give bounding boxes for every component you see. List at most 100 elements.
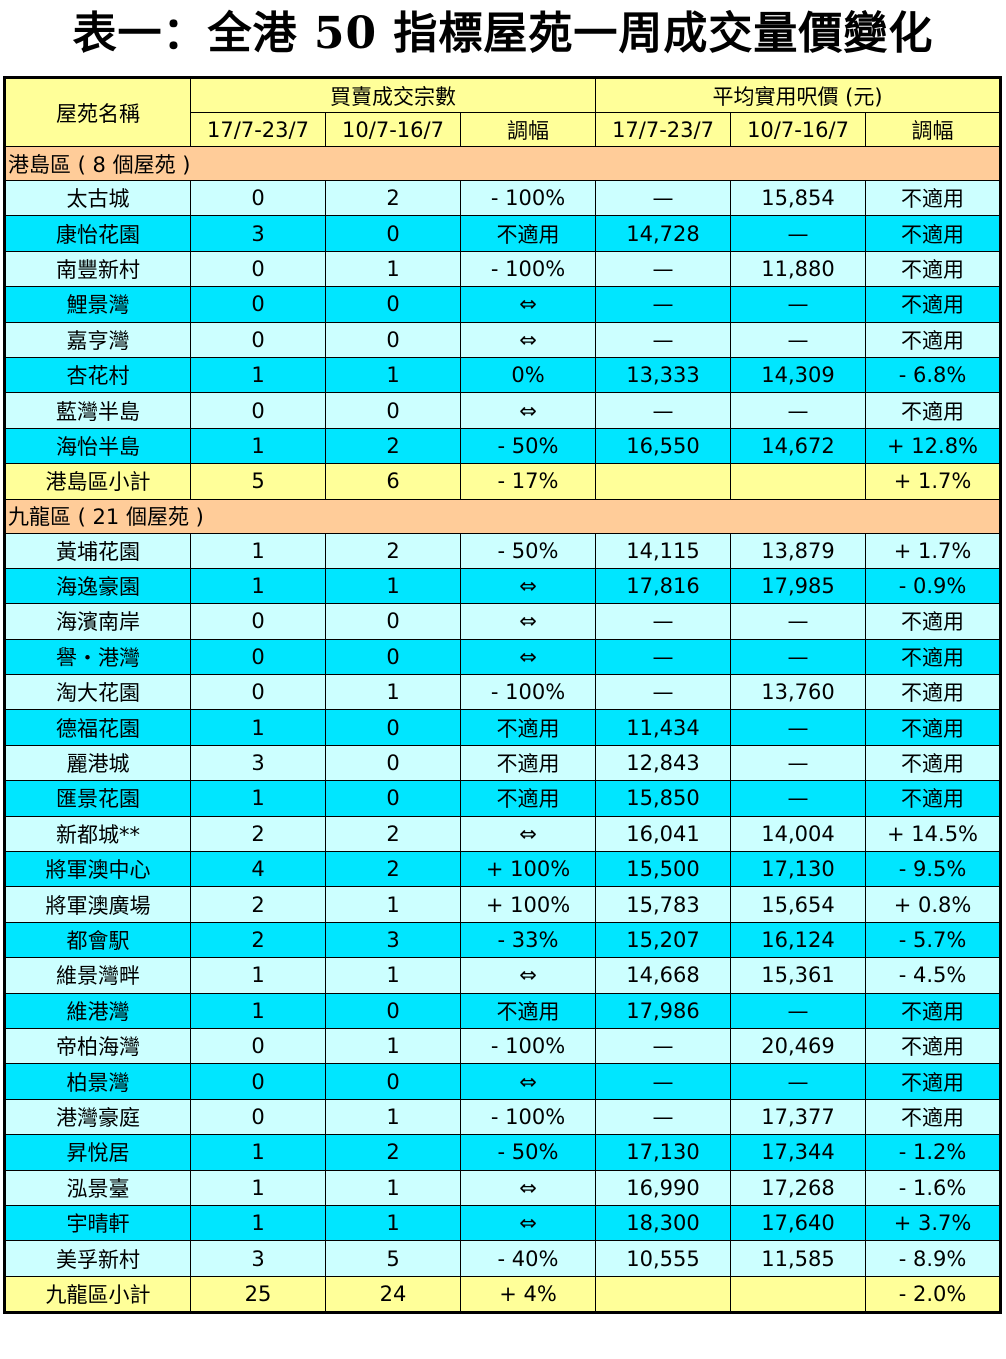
transactions-change-cell: - 100% (459, 179, 597, 217)
table-row: 海濱南岸 0 0 ⇔ — — 不適用 (4, 603, 1002, 640)
price-previous-cell: — (730, 215, 867, 252)
transactions-change-cell: ⇔ (459, 321, 597, 358)
price-change-cell: - 1.6% (865, 1169, 1002, 1206)
transactions-previous-cell: 1 (325, 886, 461, 923)
price-change-cell: 不適用 (865, 638, 1002, 676)
transactions-current-cell: 0 (190, 286, 326, 323)
transactions-current-cell: 1 (190, 780, 326, 817)
transactions-current-week-header: 17/7-23/7 (190, 112, 326, 147)
transactions-current-cell: 0 (190, 1098, 326, 1136)
transactions-change-cell: + 100% (459, 851, 597, 888)
table-row: 麗港城 3 0 不適用 12,843— 不適用 (4, 744, 1002, 782)
price-previous-cell: — (730, 744, 867, 782)
transactions-previous-cell: 0 (325, 709, 461, 746)
estate-name-cell: 柏景灣 (4, 1063, 191, 1100)
table-row: 維港灣 1 0 不適用 17,986— 不適用 (4, 992, 1002, 1029)
price-previous-cell: — (730, 780, 867, 817)
price-current-cell: 13,333 (595, 356, 732, 394)
estate-name-header: 屋苑名稱 (4, 77, 191, 147)
estate-name-cell: 嘉亨灣 (4, 321, 191, 358)
transactions-previous-cell: 2 (325, 532, 461, 569)
estate-name-cell: 港灣豪庭 (4, 1098, 191, 1136)
price-current-cell: 16,550 (595, 427, 732, 465)
price-previous-cell: — (730, 709, 867, 746)
price-change-header: 調幅 (865, 112, 1002, 147)
transactions-previous-cell: 0 (325, 780, 461, 817)
price-current-cell: — (595, 638, 732, 676)
transactions-current-cell: 1 (190, 1134, 326, 1171)
price-change-cell: + 1.7% (865, 532, 1002, 569)
price-previous-cell: 17,268 (730, 1169, 867, 1206)
price-previous-cell: — (730, 286, 867, 323)
table-row: 港灣豪庭 0 1- 100% —17,377 不適用 (4, 1098, 1002, 1136)
subtotal-transactions-current-cell: 25 (190, 1275, 326, 1314)
table-row: 宇晴軒 1 1 ⇔ 18,300 17,640 + 3.7% (4, 1204, 1002, 1242)
price-current-cell: — (595, 674, 732, 711)
transactions-change-cell: ⇔ (459, 1063, 597, 1100)
estate-name-cell: 譽・港灣 (4, 638, 191, 676)
transactions-previous-cell: 2 (325, 851, 461, 888)
price-previous-cell: 14,672 (730, 427, 867, 465)
transactions-previous-cell: 0 (325, 744, 461, 782)
transactions-change-cell: + 100% (459, 886, 597, 923)
transactions-change-cell: - 33% (459, 921, 597, 959)
price-change-cell: 不適用 (865, 392, 1002, 429)
estate-name-cell: 維景灣畔 (4, 957, 191, 994)
price-group-header: 平均實用呎價 (元) (595, 77, 1002, 113)
price-current-cell: 10,555 (595, 1240, 732, 1277)
transactions-change-cell: ⇔ (459, 603, 597, 640)
transactions-previous-cell: 0 (325, 992, 461, 1029)
estate-name-cell: 太古城 (4, 179, 191, 217)
price-current-cell: 11,434 (595, 709, 732, 746)
transactions-change-cell: 不適用 (459, 992, 597, 1029)
table-row: 柏景灣 0 0 ⇔ — — 不適用 (4, 1063, 1002, 1100)
transactions-current-cell: 2 (190, 921, 326, 959)
transactions-current-cell: 1 (190, 957, 326, 994)
transactions-change-cell: - 40% (459, 1240, 597, 1277)
transactions-change-cell: ⇔ (459, 286, 597, 323)
transactions-change-cell: - 100% (459, 1098, 597, 1136)
transactions-previous-cell: 2 (325, 179, 461, 217)
transactions-previous-cell: 2 (325, 1134, 461, 1171)
transactions-current-cell: 0 (190, 1063, 326, 1100)
subtotal-price-previous-cell (730, 463, 867, 500)
transactions-previous-cell: 1 (325, 567, 461, 605)
transactions-change-cell: 不適用 (459, 709, 597, 746)
transactions-change-cell: - 100% (459, 674, 597, 711)
table-row: 鯉景灣 0 0 ⇔ — — 不適用 (4, 286, 1002, 323)
price-previous-cell: 15,654 (730, 886, 867, 923)
estate-name-cell: 新都城** (4, 815, 191, 853)
transactions-previous-cell: 0 (325, 286, 461, 323)
table-row: 譽・港灣 0 0 ⇔ — — 不適用 (4, 638, 1002, 676)
price-previous-cell: 17,377 (730, 1098, 867, 1136)
price-current-cell: — (595, 286, 732, 323)
table-row: 嘉亨灣 0 0 ⇔ — — 不適用 (4, 321, 1002, 358)
transactions-previous-cell: 1 (325, 1204, 461, 1242)
price-change-cell: 不適用 (865, 179, 1002, 217)
price-previous-cell: 17,344 (730, 1134, 867, 1171)
price-current-cell: 15,850 (595, 780, 732, 817)
price-previous-cell: 11,880 (730, 250, 867, 288)
transactions-group-header: 買賣成交宗數 (189, 77, 597, 113)
transactions-current-cell: 2 (190, 886, 326, 923)
transactions-previous-cell: 1 (325, 356, 461, 394)
transactions-previous-cell: 2 (325, 815, 461, 853)
transactions-current-cell: 0 (190, 250, 326, 288)
price-change-cell: - 4.5% (865, 957, 1002, 994)
price-previous-cell: 11,585 (730, 1240, 867, 1277)
price-previous-cell: 15,854 (730, 179, 867, 217)
price-previous-cell: 17,130 (730, 851, 867, 888)
transactions-current-cell: 0 (190, 674, 326, 711)
transactions-change-cell: ⇔ (459, 567, 597, 605)
price-current-cell: 18,300 (595, 1204, 732, 1242)
price-current-cell: — (595, 1063, 732, 1100)
transactions-current-cell: 0 (190, 1027, 326, 1065)
table-row: 昇悅居 1 2- 50% 17,130 17,344- 1.2% (4, 1134, 1002, 1171)
transactions-previous-cell: 0 (325, 321, 461, 358)
price-current-cell: — (595, 250, 732, 288)
subtotal-price-change-cell: + 1.7% (865, 463, 1002, 500)
estate-name-cell: 匯景花園 (4, 780, 191, 817)
price-previous-cell: — (730, 638, 867, 676)
price-change-cell: 不適用 (865, 1098, 1002, 1136)
transactions-current-cell: 3 (190, 1240, 326, 1277)
